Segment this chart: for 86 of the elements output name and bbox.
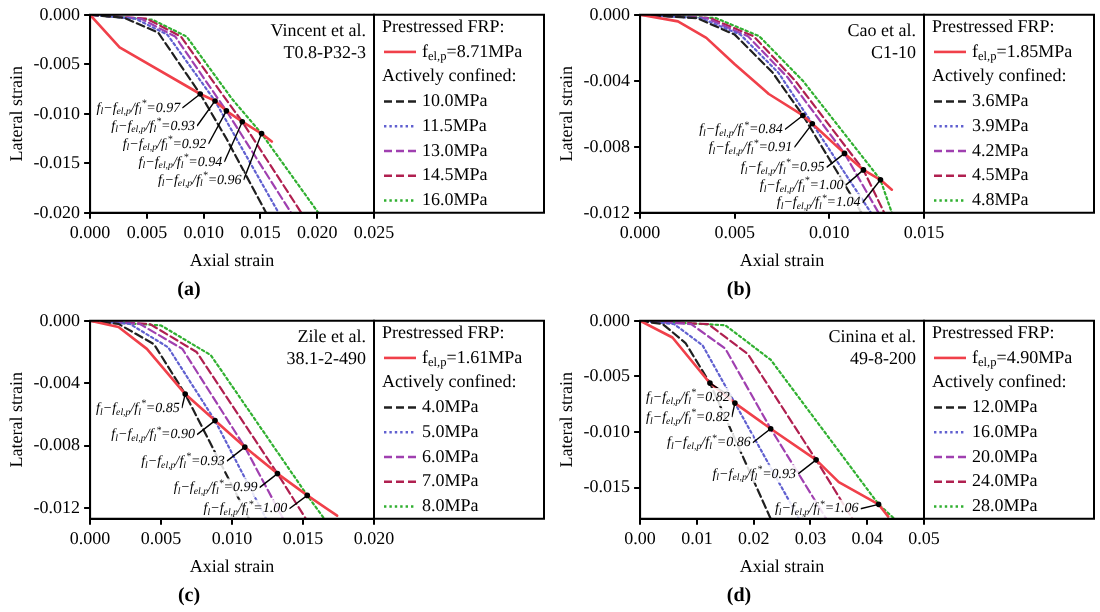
x-tick-label: 0.005	[714, 222, 756, 243]
legend-title: Prestressed FRP:	[932, 321, 1055, 342]
legend-label: 20.0MPa	[972, 445, 1038, 466]
legend-label: 14.5MPa	[422, 164, 488, 185]
y-tick-label: -0.008	[33, 434, 82, 455]
x-axis-title: Axial strain	[189, 555, 276, 576]
y-tick-label: 0.000	[39, 309, 82, 330]
text: Actively confined:	[382, 65, 517, 86]
legend-label: 12.0MPa	[972, 396, 1038, 417]
x-tick-label: 0.02	[737, 528, 770, 549]
text: (c)	[177, 585, 201, 608]
y-tick-label: -0.005	[33, 53, 82, 74]
annotation: Zile et al.	[297, 325, 366, 346]
x-axis-title: Axial strain	[739, 555, 826, 576]
y-axis-title: Lateral strain	[555, 371, 576, 468]
annotation: Cinina et al.	[828, 325, 917, 346]
legend-label: 11.5MPa	[422, 114, 487, 135]
text: (b)	[726, 279, 752, 302]
x-axis-title: Axial strain	[739, 249, 826, 270]
x-tick-label: 0.020	[353, 528, 396, 549]
x-tick-label: 0.00	[624, 528, 657, 549]
y-tick-label: 0.000	[589, 309, 632, 330]
legend-label: 28.0MPa	[972, 495, 1038, 516]
y-tick-label: -0.012	[583, 201, 631, 222]
legend-label: 16.0MPa	[422, 189, 488, 210]
legend-label: 4.0MPa	[422, 396, 479, 417]
x-tick-label: 0.000	[619, 222, 662, 243]
legend-label: 8.0MPa	[422, 495, 479, 516]
legend-title: Prestressed FRP:	[932, 15, 1055, 36]
y-tick-label: -0.015	[583, 476, 632, 497]
x-tick-label: 0.015	[240, 222, 282, 243]
x-tick-label: 0.04	[851, 528, 884, 549]
y-axis-title: Lateral strain	[5, 65, 26, 162]
y-tick-label: -0.010	[33, 102, 82, 123]
x-tick-label: 0.005	[126, 222, 169, 243]
x-tick-label: 0.01	[681, 528, 713, 549]
x-tick-label: 0.005	[140, 528, 183, 549]
annotation: Cao et al.	[847, 19, 917, 40]
annotation: Vincent et al.	[270, 19, 367, 40]
legend-label: 4.2MPa	[972, 139, 1029, 160]
y-tick-label: 0.000	[39, 3, 82, 24]
legend-label: 16.0MPa	[972, 420, 1038, 441]
y-axis-title: Lateral strain	[5, 371, 26, 468]
legend-label: 6.0MPa	[422, 445, 479, 466]
y-tick-label: -0.004	[583, 69, 632, 90]
y-tick-label: -0.005	[583, 365, 632, 386]
legend-label: 5.0MPa	[422, 420, 479, 441]
legend-label: 4.5MPa	[972, 164, 1029, 185]
x-tick-label: 0.025	[353, 222, 396, 243]
y-tick-label: -0.008	[583, 135, 632, 156]
annotation: 38.1-2-490	[286, 347, 367, 368]
annotation: T0.8-P32-3	[283, 41, 367, 62]
x-tick-label: 0.000	[69, 528, 112, 549]
text: Actively confined:	[382, 371, 517, 392]
x-tick-label: 0.020	[296, 222, 339, 243]
text: Actively confined:	[932, 371, 1067, 392]
legend-label: 3.9MPa	[972, 114, 1029, 135]
y-tick-label: -0.015	[33, 152, 82, 173]
y-axis-title: Lateral strain	[555, 65, 576, 162]
x-tick-label: 0.015	[282, 528, 325, 549]
x-tick-label: 0.000	[69, 222, 112, 243]
y-tick-label: -0.020	[33, 201, 82, 222]
legend-title: Prestressed FRP:	[382, 321, 505, 342]
x-tick-label: 0.03	[794, 528, 828, 549]
legend-label: 3.6MPa	[972, 90, 1029, 111]
x-tick-label: 0.010	[809, 222, 851, 243]
legend-label: 4.8MPa	[972, 189, 1029, 210]
x-tick-label: 0.010	[183, 222, 225, 243]
x-tick-label: 0.015	[903, 222, 946, 243]
annotation: C1-10	[871, 41, 917, 62]
x-tick-label: 0.010	[211, 528, 254, 549]
legend-label: 13.0MPa	[422, 139, 488, 160]
text: (a)	[177, 279, 201, 302]
y-tick-label: 0.000	[589, 3, 632, 24]
text: Actively confined:	[932, 65, 1067, 86]
legend-label: 10.0MPa	[422, 90, 488, 111]
legend-label: 7.0MPa	[422, 470, 479, 491]
text: (d)	[726, 585, 752, 608]
legend-title: Prestressed FRP:	[382, 15, 505, 36]
x-tick-label: 0.05	[908, 528, 941, 549]
y-tick-label: -0.004	[33, 371, 82, 392]
y-tick-label: -0.012	[33, 496, 81, 517]
x-axis-title: Axial strain	[189, 249, 276, 270]
y-tick-label: -0.010	[583, 420, 632, 441]
annotation: 49-8-200	[850, 347, 917, 368]
legend-label: 24.0MPa	[972, 470, 1038, 491]
